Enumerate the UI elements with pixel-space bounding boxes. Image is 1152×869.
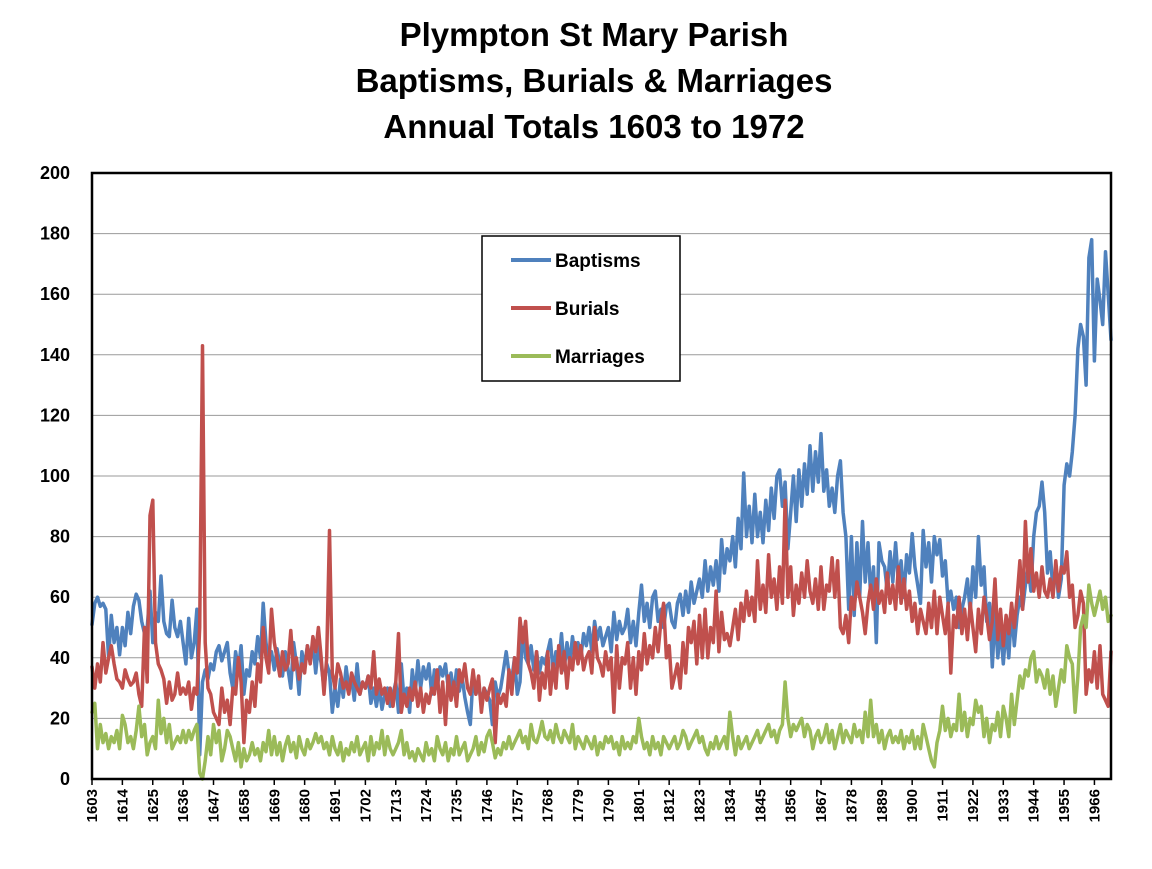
- chart-title-line-3: Annual Totals 1603 to 1972: [383, 108, 804, 145]
- series-line-marriages: [90, 583, 1113, 781]
- x-tick-label: 1823: [692, 789, 709, 822]
- x-tick-label: 1614: [114, 788, 131, 822]
- legend-label-marriages: Marriages: [555, 347, 645, 368]
- x-tick-label: 1746: [479, 789, 496, 822]
- gridlines: [92, 233, 1111, 719]
- x-tick-label: 1878: [843, 789, 860, 822]
- x-tick-label: 1713: [388, 789, 405, 822]
- y-tick-label: 40: [50, 648, 70, 668]
- x-tick-label: 1944: [1026, 788, 1043, 822]
- x-tick-label: 1724: [418, 788, 435, 822]
- x-tick-label: 1768: [540, 789, 557, 822]
- series-layer: [90, 237, 1113, 781]
- y-tick-label: 180: [40, 224, 70, 244]
- y-axis-ticks: 0 20 40 60 80 100 120 140 160 180 200: [40, 163, 70, 789]
- x-tick-label: 1779: [570, 789, 587, 822]
- x-tick-label: 1702: [357, 789, 374, 822]
- x-tick-label: 1647: [206, 789, 223, 822]
- series-line-burials: [90, 343, 1113, 745]
- x-tick-label: 1845: [752, 789, 769, 822]
- x-tick-label: 1889: [874, 789, 891, 822]
- y-tick-label: 60: [50, 587, 70, 607]
- chart-title-line-2: Baptisms, Burials & Marriages: [356, 62, 833, 99]
- x-tick-label: 1834: [722, 788, 739, 822]
- x-tick-label: 1900: [904, 789, 921, 822]
- legend-label-burials: Burials: [555, 299, 619, 320]
- y-tick-label: 140: [40, 345, 70, 365]
- x-tick-label: 1669: [266, 789, 283, 822]
- chart-title: Plympton St Mary Parish Baptisms, Burial…: [356, 16, 833, 145]
- y-tick-label: 20: [50, 708, 70, 728]
- x-tick-label: 1625: [145, 789, 162, 822]
- y-tick-label: 120: [40, 405, 70, 425]
- x-tick-label: 1735: [449, 789, 466, 822]
- x-tick-label: 1801: [631, 789, 648, 822]
- legend-label-baptisms: Baptisms: [555, 251, 641, 272]
- x-tick-label: 1933: [995, 789, 1012, 822]
- y-tick-label: 0: [60, 769, 70, 789]
- x-tick-label: 1856: [783, 789, 800, 822]
- x-tick-label: 1911: [935, 789, 952, 822]
- x-tick-label: 1790: [600, 789, 617, 822]
- x-tick-label: 1603: [84, 789, 101, 822]
- y-tick-label: 200: [40, 163, 70, 183]
- plot-area-border: [90, 171, 1113, 781]
- x-tick-label: 1922: [965, 789, 982, 822]
- x-tick-label: 1812: [661, 789, 678, 822]
- chart-title-line-1: Plympton St Mary Parish: [400, 16, 789, 53]
- x-tick-label: 1636: [175, 789, 192, 822]
- x-axis-ticks: 1603 1614 1625 1636 1647 1658 1669 1680 1691 1702…: [84, 779, 1103, 822]
- legend: Baptisms Burials Marriages: [481, 235, 681, 382]
- y-tick-label: 100: [40, 466, 70, 486]
- x-tick-label: 1658: [236, 789, 253, 822]
- y-tick-label: 160: [40, 284, 70, 304]
- x-tick-label: 1757: [509, 789, 526, 822]
- x-tick-label: 1680: [297, 789, 314, 822]
- y-tick-label: 80: [50, 527, 70, 547]
- x-tick-label: 1955: [1056, 789, 1073, 822]
- x-tick-label: 1691: [327, 789, 344, 822]
- x-tick-label: 1867: [813, 789, 830, 822]
- x-tick-label: 1966: [1086, 789, 1103, 822]
